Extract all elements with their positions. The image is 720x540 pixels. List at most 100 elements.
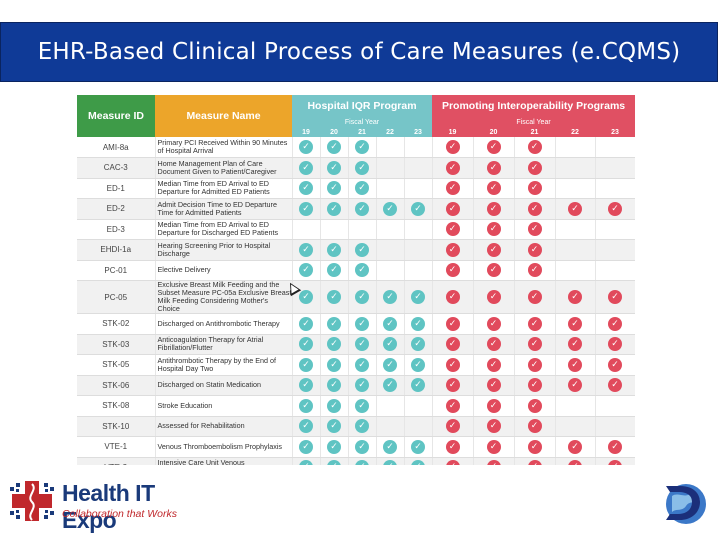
iqr-cell: ✓ <box>292 416 321 437</box>
measure-name: Median Time from ED Arrival to ED Depart… <box>155 178 293 199</box>
pi-cell: ✓ <box>473 239 515 261</box>
checkmark-icon: ✓ <box>383 290 397 304</box>
iqr-cell: ✓ <box>376 313 405 335</box>
checkmark-icon: ✓ <box>355 337 369 352</box>
checkmark-icon: ✓ <box>486 337 501 352</box>
iqr-cell: ✓ <box>320 239 349 261</box>
iqr-cell: ✓ <box>320 457 349 465</box>
iqr-cell: ✓ <box>292 313 321 335</box>
checkmark-icon: ✓ <box>527 201 542 216</box>
measure-id: CAC-3 <box>77 157 156 179</box>
measure-id: STK-02 <box>77 313 156 335</box>
checkmark-icon: ✓ <box>445 140 460 154</box>
pi-cell: ✓ <box>473 375 515 396</box>
pi-cell <box>555 239 596 261</box>
iqr-cell: ✓ <box>404 313 433 335</box>
pi-cell: ✓ <box>595 313 635 335</box>
iqr-cell: ✓ <box>376 436 405 458</box>
pi-cell: ✓ <box>473 457 515 465</box>
iqr-cell <box>404 260 433 281</box>
checkmark-icon: ✓ <box>327 419 341 434</box>
measure-id: STK-08 <box>77 395 156 417</box>
pi-cell <box>595 157 635 179</box>
checkmark-icon: ✓ <box>568 378 583 393</box>
checkmark-icon: ✓ <box>608 439 623 454</box>
measure-id: STK-06 <box>77 375 156 396</box>
iqr-cell: ✓ <box>376 457 405 465</box>
iqr-cell <box>404 219 433 240</box>
pi-cell <box>555 219 596 240</box>
pi-cell: ✓ <box>432 436 474 458</box>
iqr-cell: ✓ <box>404 334 433 355</box>
pi-cell <box>555 395 596 417</box>
iqr-cell <box>404 157 433 179</box>
checkmark-icon: ✓ <box>445 290 460 304</box>
pi-cell <box>595 416 635 437</box>
checkmark-icon: ✓ <box>486 242 501 257</box>
checkmark-icon: ✓ <box>327 439 341 454</box>
iqr-cell: ✓ <box>320 313 349 335</box>
table-row: ED-2 Admit Decision Time to ED Departure … <box>77 198 635 220</box>
checkmark-icon: ✓ <box>486 419 501 434</box>
iqr-cell <box>376 137 405 158</box>
iqr-cell: ✓ <box>320 436 349 458</box>
measures-table: Measure ID Measure Name Hospital IQR Pro… <box>77 95 635 465</box>
pi-cell: ✓ <box>432 157 474 179</box>
checkmark-icon: ✓ <box>327 357 341 372</box>
iqr-cell: ✓ <box>348 457 377 465</box>
iqr-cell <box>376 239 405 261</box>
measure-id: VTE-2 <box>77 457 156 465</box>
iqr-cell: ✓ <box>348 178 377 199</box>
checkmark-icon: ✓ <box>486 439 501 454</box>
table-row: STK-06 Discharged on Statin Medication ✓ ✓ ✓… <box>77 375 635 396</box>
measure-id: ED-3 <box>77 219 156 240</box>
checkmark-icon: ✓ <box>383 460 397 465</box>
checkmark-icon: ✓ <box>568 316 583 331</box>
checkmark-icon: ✓ <box>486 378 501 393</box>
iqr-year-23: 23 <box>404 128 433 137</box>
iqr-cell: ✓ <box>292 239 321 261</box>
pi-cell: ✓ <box>595 354 635 376</box>
table-row: ED-1 Median Time from ED Arrival to ED De… <box>77 178 635 199</box>
iqr-cell: ✓ <box>292 436 321 458</box>
checkmark-icon: ✓ <box>568 460 583 465</box>
pi-year-19: 19 <box>432 128 474 137</box>
checkmark-icon: ✓ <box>486 460 501 465</box>
checkmark-icon: ✓ <box>327 263 341 278</box>
checkmark-icon: ✓ <box>355 439 369 454</box>
table-row: VTE-1 Venous Thromboembolism Prophylaxis ✓… <box>77 436 635 458</box>
measures-table-body: AMI-8a Primary PCI Received Within 90 Min… <box>77 137 635 465</box>
header-pi-programs: Promoting Interoperability Programs <box>432 95 635 117</box>
iqr-cell: ✓ <box>376 354 405 376</box>
checkmark-icon: ✓ <box>445 439 460 454</box>
checkmark-icon: ✓ <box>327 337 341 352</box>
pi-cell: ✓ <box>432 178 474 199</box>
iqr-cell <box>376 395 405 417</box>
measure-name: Exclusive Breast Milk Feeding and the Su… <box>155 280 293 314</box>
checkmark-icon: ✓ <box>355 378 369 393</box>
table-row: STK-10 Assessed for Rehabilitation ✓ ✓ ✓ ✓ ✓ ✓ <box>77 416 635 437</box>
checkmark-icon: ✓ <box>527 439 542 454</box>
iqr-cell: ✓ <box>292 354 321 376</box>
pi-cell: ✓ <box>432 260 474 281</box>
iqr-cell: ✓ <box>348 395 377 417</box>
checkmark-icon: ✓ <box>608 290 623 304</box>
iqr-cell: ✓ <box>376 280 405 314</box>
pi-cell <box>595 260 635 281</box>
measure-id: AMI-8a <box>77 137 156 158</box>
pi-cell: ✓ <box>514 416 556 437</box>
caduceus-cross-icon <box>10 481 54 521</box>
checkmark-icon: ✓ <box>608 378 623 393</box>
pi-cell: ✓ <box>473 157 515 179</box>
pi-cell: ✓ <box>514 198 556 220</box>
measure-id: EHDI-1a <box>77 239 156 261</box>
iqr-cell: ✓ <box>292 395 321 417</box>
iqr-cell: ✓ <box>292 178 321 199</box>
checkmark-icon: ✓ <box>568 357 583 372</box>
checkmark-icon: ✓ <box>527 181 542 196</box>
checkmark-icon: ✓ <box>527 222 542 237</box>
pi-cell: ✓ <box>555 436 596 458</box>
health-it-expo-logo: Health IT Expo Collaboration that Works <box>8 478 193 533</box>
checkmark-icon: ✓ <box>445 181 460 196</box>
iqr-cell: ✓ <box>292 198 321 220</box>
